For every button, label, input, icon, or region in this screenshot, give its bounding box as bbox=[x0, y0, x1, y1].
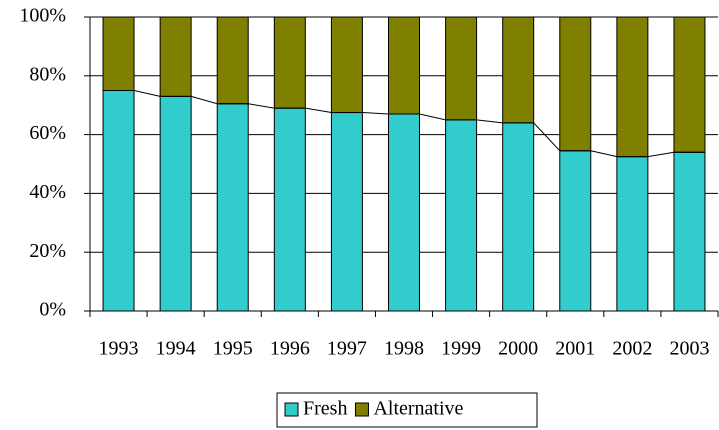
bar-segment bbox=[616, 156, 649, 312]
bar-segment bbox=[616, 16, 649, 158]
y-tick-label: 20% bbox=[29, 240, 66, 262]
bar-segment bbox=[673, 16, 706, 153]
legend: Fresh Alternative bbox=[276, 392, 538, 428]
bar-segment bbox=[159, 16, 192, 97]
x-tick-label: 2003 bbox=[669, 338, 709, 360]
x-tick-label: 1999 bbox=[441, 338, 481, 360]
x-tick-label: 2001 bbox=[555, 338, 595, 360]
series-line bbox=[103, 90, 705, 158]
x-tick-label: 1995 bbox=[213, 338, 253, 360]
bar-segment bbox=[273, 107, 306, 312]
bar-segment bbox=[388, 16, 420, 115]
x-tick-label: 2000 bbox=[498, 338, 538, 360]
legend-box bbox=[276, 392, 538, 428]
x-tick-label: 1997 bbox=[327, 338, 367, 360]
bar-segment bbox=[502, 122, 535, 312]
bar-segment bbox=[102, 90, 135, 312]
bar-segment bbox=[330, 112, 363, 312]
x-tick-label: 1994 bbox=[156, 338, 196, 360]
y-tick-label: 60% bbox=[29, 122, 66, 144]
bar-segment bbox=[445, 16, 478, 121]
bar-segment bbox=[102, 16, 135, 91]
bar-segment bbox=[216, 103, 249, 312]
legend-label: Alternative bbox=[373, 398, 463, 420]
x-tick-label: 1996 bbox=[270, 338, 310, 360]
y-tick-label: 0% bbox=[39, 299, 66, 321]
y-tick-label: 40% bbox=[29, 181, 66, 203]
bar-segment bbox=[159, 95, 192, 312]
bar-segment bbox=[502, 16, 535, 124]
bar-segment bbox=[330, 16, 363, 114]
bar-segment bbox=[445, 119, 478, 312]
x-tick-label: 1993 bbox=[99, 338, 139, 360]
x-tick-label: 1998 bbox=[384, 338, 424, 360]
bar-segment bbox=[273, 16, 306, 109]
y-tick-label: 80% bbox=[29, 63, 66, 85]
legend-label: Fresh bbox=[303, 398, 347, 420]
x-tick-label: 2002 bbox=[612, 338, 652, 360]
bar-segment bbox=[673, 151, 706, 312]
y-tick-label: 100% bbox=[19, 5, 66, 27]
bar-segment bbox=[388, 113, 420, 312]
legend-swatch bbox=[354, 402, 369, 417]
bar-segment bbox=[559, 16, 592, 152]
bar-segment bbox=[216, 16, 249, 105]
legend-swatch bbox=[284, 402, 299, 417]
bar-segment bbox=[559, 150, 592, 312]
